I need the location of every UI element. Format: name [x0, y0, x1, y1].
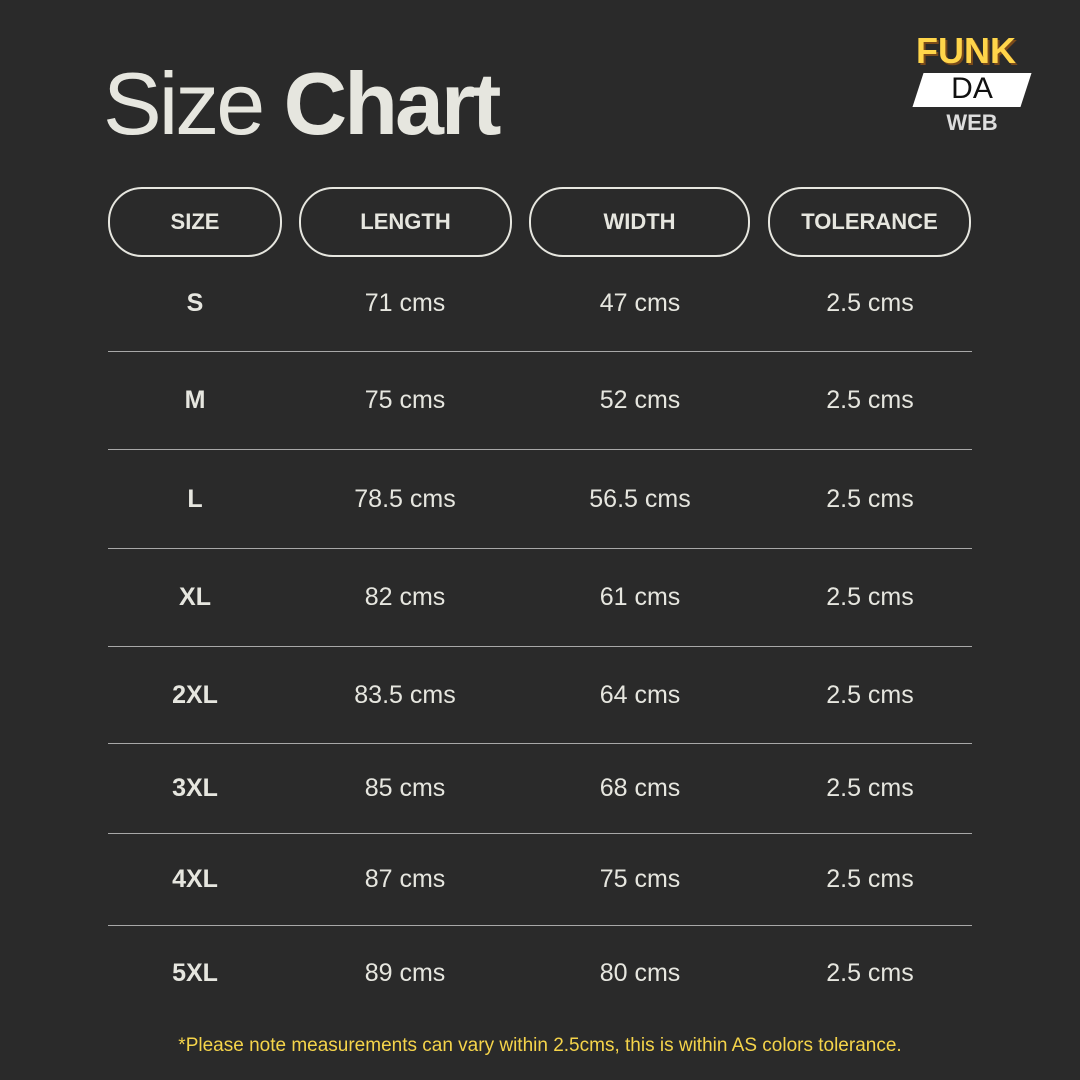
cell-tolerance: 2.5 cms: [826, 774, 914, 802]
cell-length: 71 cms: [364, 289, 446, 317]
cell-length: 83.5 cms: [354, 680, 456, 709]
table-row: M 75 cms 52 cms 2.5 cms: [108, 352, 972, 450]
footnote: *Please note measurements can vary withi…: [178, 1035, 902, 1056]
logo-funk: FUNK: [916, 30, 1016, 71]
page-title: Size Chart: [103, 60, 501, 148]
table-row: 5XL 89 cms 80 cms 2.5 cms: [108, 926, 972, 1021]
header-size: SIZE: [108, 187, 282, 257]
size-table: S 71 cms 47 cms 2.5 cms M 75 cms 52 cms 2.5 cms…: [108, 256, 972, 1021]
table-row: 3XL 85 cms 68 cms 2.5 cms: [108, 744, 972, 834]
cell-width: 52 cms: [599, 386, 681, 414]
cell-length: 85 cms: [364, 774, 446, 802]
header-length: LENGTH: [299, 187, 512, 257]
cell-tolerance: 2.5 cms: [826, 484, 914, 513]
table-row: 4XL 87 cms 75 cms 2.5 cms: [108, 834, 972, 926]
cell-width: 80 cms: [599, 959, 681, 987]
cell-size: 4XL: [172, 865, 218, 893]
table-row: L 78.5 cms 56.5 cms 2.5 cms: [108, 450, 972, 549]
cell-size: S: [186, 289, 204, 317]
table-row: 2XL 83.5 cms 64 cms 2.5 cms: [108, 647, 972, 744]
cell-width: 64 cms: [599, 680, 681, 709]
brand-logo: FUNK DA WEB: [912, 30, 1032, 140]
cell-tolerance: 2.5 cms: [826, 583, 914, 611]
cell-width: 61 cms: [599, 583, 681, 611]
cell-size: L: [187, 484, 203, 513]
table-row: S 71 cms 47 cms 2.5 cms: [108, 256, 972, 352]
cell-tolerance: 2.5 cms: [826, 289, 914, 317]
cell-size: 5XL: [172, 959, 218, 987]
logo-da: DA: [951, 72, 993, 105]
header-tolerance: TOLERANCE: [768, 187, 971, 257]
cell-size: XL: [179, 583, 211, 611]
cell-width: 56.5 cms: [589, 484, 691, 513]
table-row: XL 82 cms 61 cms 2.5 cms: [108, 549, 972, 647]
cell-size: 3XL: [172, 774, 218, 802]
title-light: Size: [103, 54, 265, 153]
cell-tolerance: 2.5 cms: [826, 386, 914, 414]
cell-width: 75 cms: [599, 865, 681, 893]
cell-tolerance: 2.5 cms: [826, 959, 914, 987]
logo-web: WEB: [946, 110, 998, 135]
cell-tolerance: 2.5 cms: [826, 680, 914, 709]
cell-length: 75 cms: [364, 386, 446, 414]
cell-length: 78.5 cms: [354, 484, 456, 513]
cell-width: 47 cms: [599, 289, 681, 317]
cell-tolerance: 2.5 cms: [826, 865, 914, 893]
cell-size: 2XL: [172, 680, 218, 709]
cell-length: 87 cms: [364, 865, 446, 893]
cell-length: 82 cms: [364, 583, 446, 611]
cell-size: M: [184, 386, 206, 414]
cell-width: 68 cms: [599, 774, 681, 802]
header-width: WIDTH: [529, 187, 750, 257]
cell-length: 89 cms: [364, 959, 446, 987]
title-bold: Chart: [283, 54, 502, 153]
